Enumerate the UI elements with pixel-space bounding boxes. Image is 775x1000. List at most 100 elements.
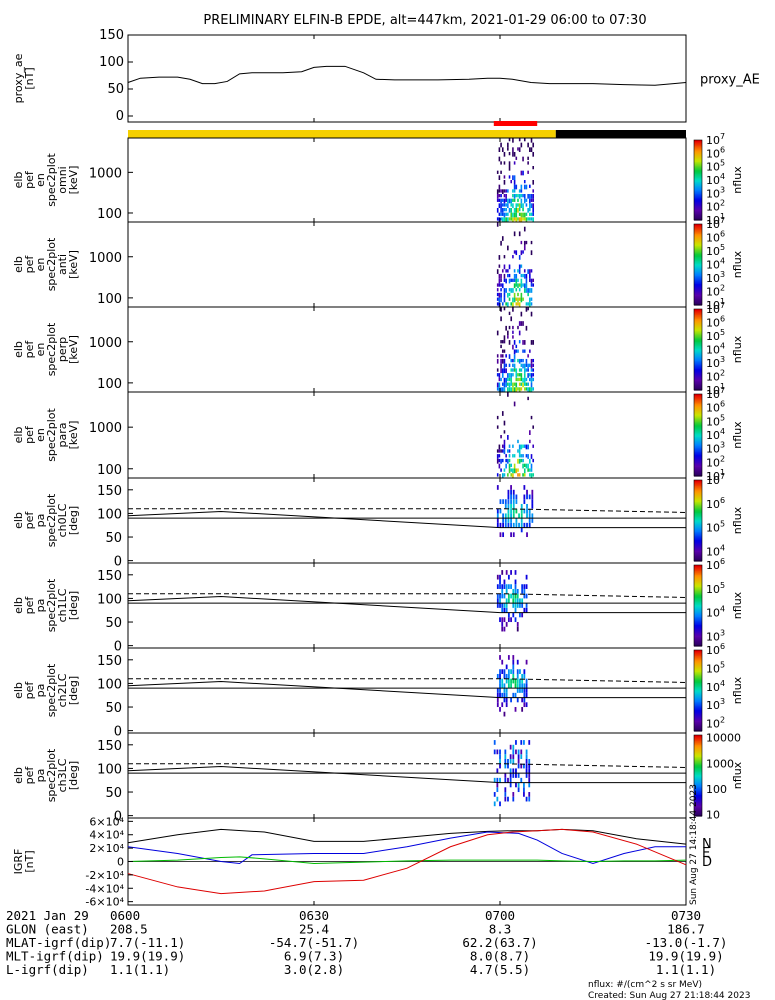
spec-anti-colorbar-cell [694, 259, 702, 262]
heatmap-cell [498, 283, 501, 287]
heatmap-cell [530, 203, 533, 208]
heatmap-cell [510, 463, 513, 468]
spec-para-ylabel-line: para [56, 423, 69, 448]
spec-para-colorbar-cell [694, 430, 702, 433]
plot-title: PRELIMINARY ELFIN-B EPDE, alt=447km, 202… [203, 13, 646, 28]
heatmap-cell [525, 758, 528, 764]
heatmap-cell [512, 612, 515, 618]
heatmap-cell [501, 449, 504, 453]
heatmap-cell [525, 683, 528, 689]
spec-anti-colorbar-cell [694, 255, 702, 257]
pa-ch2-colorbar-cell [694, 709, 702, 712]
heatmap-cell [523, 382, 526, 386]
heatmap-cell [517, 377, 519, 382]
heatmap-cell [512, 773, 515, 778]
spec-para-colorbar-cell [694, 435, 702, 437]
heatmap-cell [527, 288, 529, 293]
heatmap-cell [525, 603, 528, 608]
heatmap-cell [503, 358, 506, 364]
pa-ch3-colorbar-cell [694, 772, 702, 775]
pa-ch1-colorbar-cell [694, 590, 702, 593]
heatmap-cell [508, 340, 511, 345]
heatmap-cell [518, 454, 521, 458]
spec-perp-colorbar-cell [694, 321, 702, 324]
heatmap-cell [514, 593, 517, 599]
pa-ch3-colorbar-cell [694, 814, 702, 817]
heatmap-cell [519, 678, 521, 684]
heatmap-cell [496, 749, 499, 755]
heatmap-cell [510, 278, 513, 282]
pa-ch0-colorbar-cell [694, 486, 702, 489]
heatmap-cell [508, 354, 511, 359]
heatmap-cell [513, 340, 516, 345]
heatmap-cell [505, 288, 507, 293]
spec-anti-colorbar-cell [694, 265, 702, 268]
pa-ch0-colorbar-label: nflux [731, 506, 744, 534]
heatmap-cell [493, 749, 496, 755]
pa-ch3-colorbar-cell [694, 766, 702, 768]
pa-ch1-colorbar-cell [694, 621, 702, 624]
heatmap-cell [512, 344, 514, 350]
pa-ch1-ylabel-line: [deg] [67, 591, 80, 620]
pa-ch0-colorbar-tick: 107 [706, 472, 725, 487]
heatmap-cell [516, 622, 519, 627]
pa-ch0-colorbar-cell [694, 542, 702, 545]
heatmap-cell [527, 468, 529, 472]
spec-para-colorbar-cell [694, 394, 702, 396]
pa-ch0-ylabel-line: ch0LC [56, 503, 69, 537]
heatmap-cell [512, 217, 514, 222]
heatmap-cell [526, 522, 528, 528]
heatmap-cell [516, 659, 519, 665]
y-tick-label: 150 [99, 28, 124, 43]
spec-para-colorbar-cell [694, 429, 702, 432]
heatmap-cell [515, 377, 518, 382]
spec-omni-colorbar-cell [694, 204, 702, 206]
spec-para-frame [127, 391, 687, 479]
heatmap-cell [515, 250, 518, 256]
heatmap-cell [505, 622, 508, 627]
spec-anti-ylabel-line: anti [56, 254, 69, 275]
heatmap-cell [526, 508, 528, 514]
pa-ch1-colorbar-cell [694, 625, 702, 628]
heatmap-cell [525, 307, 528, 312]
spec-perp-ylabel-line: en [34, 343, 47, 357]
pa-ch2-colorbar-cell [694, 666, 702, 669]
spec-perp-colorbar-cell [694, 323, 702, 326]
heatmap-cell [525, 184, 528, 190]
y-tick-label: 150 [97, 569, 122, 584]
spec-omni-colorbar-cell [694, 186, 702, 189]
heatmap-cell [501, 368, 504, 374]
heatmap-cell [508, 175, 511, 179]
spec-para-colorbar-cell [694, 451, 702, 454]
pa-ch2-colorbar-frame [693, 649, 703, 732]
heatmap-cell [521, 683, 524, 689]
heatmap-cell [507, 617, 510, 623]
heatmap-cell [500, 354, 502, 358]
spec-anti-heatmap [496, 222, 535, 307]
heatmap-cell [525, 659, 528, 665]
heatmap-cell [529, 273, 531, 279]
pa-ch3-colorbar-cell [694, 749, 702, 752]
heatmap-cell [512, 147, 514, 152]
heatmap-cell [520, 777, 523, 783]
heatmap-cell [498, 449, 501, 453]
heatmap-cell [501, 382, 504, 386]
heatmap-cell [509, 754, 512, 759]
heatmap-cell [512, 152, 514, 157]
pa-ch1-colorbar-cell [694, 606, 702, 609]
igrf-series-bx [127, 831, 686, 865]
pa-ch2-ylabel-line: pa [34, 684, 47, 698]
pa-ch2-colorbar-cell [694, 686, 702, 689]
pa-ch3-alc-line [128, 763, 687, 768]
heatmap-cell [520, 203, 523, 208]
pa-ch1-colorbar-cell [694, 637, 702, 640]
y-tick-label: 50 [105, 531, 122, 546]
spec-omni-colorbar-cell [694, 168, 702, 170]
pa-ch1-colorbar-cell [694, 565, 702, 567]
heatmap-cell [499, 499, 502, 504]
spec-para-colorbar-cell [694, 467, 702, 470]
spec-omni-colorbar-cell [694, 214, 702, 217]
